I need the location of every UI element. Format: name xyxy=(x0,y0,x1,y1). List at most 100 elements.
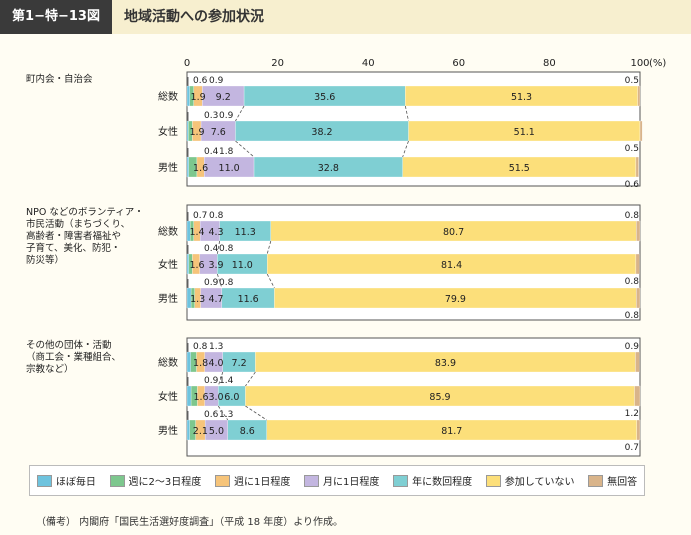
legend-label: 無回答 xyxy=(607,477,638,488)
data-label: 2.1 xyxy=(193,426,208,437)
category-label: 男性 xyxy=(158,424,178,437)
data-label: 0.6 xyxy=(625,180,640,190)
group-label: 市民活動（まちづくり、 xyxy=(26,218,130,230)
data-label: 32.8 xyxy=(318,163,339,174)
data-label: 81.7 xyxy=(441,426,462,437)
bar-segment xyxy=(186,85,190,107)
data-label: 1.2 xyxy=(625,409,639,419)
data-label: 4.3 xyxy=(208,227,223,238)
x-tick-label: 100 xyxy=(630,58,649,69)
data-label: 11.3 xyxy=(235,227,256,238)
legend-item: 月に1日程度 xyxy=(304,473,379,488)
data-label: 0.8 xyxy=(625,311,640,321)
data-label: 85.9 xyxy=(429,392,450,403)
data-label: 51.3 xyxy=(511,92,532,103)
data-label: 83.9 xyxy=(435,358,456,369)
legend-item: 週に2〜3日程度 xyxy=(109,473,201,488)
data-label: 0.4 xyxy=(204,244,219,254)
legend-swatch xyxy=(36,474,52,487)
legend-item: 無回答 xyxy=(588,473,637,488)
bar-segment xyxy=(186,120,189,142)
legend-swatch xyxy=(214,474,230,487)
data-label: 1.8 xyxy=(219,147,234,157)
connector-line xyxy=(216,273,223,289)
legend-item: ほぼ毎日 xyxy=(36,473,96,488)
data-label: 0.9 xyxy=(204,278,219,288)
bar-segment xyxy=(186,419,190,441)
connector-line xyxy=(266,273,275,289)
bar-segment xyxy=(637,85,641,107)
bar-segment xyxy=(635,253,640,275)
data-label: 79.9 xyxy=(445,294,466,305)
legend-item: 週に1日程度 xyxy=(214,473,291,488)
legend-item: 参加していない xyxy=(485,473,574,488)
bar-segment xyxy=(636,220,641,242)
connector-line xyxy=(402,140,409,158)
data-label: 8.6 xyxy=(240,426,255,437)
legend-swatch xyxy=(109,474,125,487)
x-tick-label: 20 xyxy=(271,58,284,69)
data-label: 3.0 xyxy=(208,392,223,403)
data-label: 0.6 xyxy=(193,76,208,86)
data-label: 0.9 xyxy=(209,76,224,86)
data-label: 9.2 xyxy=(216,92,231,103)
data-label: 0.8 xyxy=(219,244,234,254)
data-label: 51.1 xyxy=(514,127,535,138)
data-label: 0.8 xyxy=(193,342,208,352)
category-label: 女性 xyxy=(158,258,178,271)
bar-segment xyxy=(186,385,192,407)
group-label: 宗教など） xyxy=(26,363,74,375)
data-label: 6.0 xyxy=(224,392,239,403)
group-label: 子育て、美化、防犯・ xyxy=(26,242,121,254)
x-tick-label: 80 xyxy=(543,58,556,69)
x-tick-label: 0 xyxy=(184,58,190,69)
data-label: 51.5 xyxy=(509,163,530,174)
data-label: 0.8 xyxy=(219,278,234,288)
connector-line xyxy=(217,405,229,421)
title-bar: 第1−特−13図 地域活動への参加状況 xyxy=(0,0,691,34)
legend-swatch xyxy=(588,474,604,487)
category-label: 総数 xyxy=(158,225,178,238)
connector-line xyxy=(266,240,272,255)
connector-line xyxy=(217,371,224,387)
bar-segment xyxy=(636,419,641,441)
group-label: その他の団体・活動 xyxy=(26,339,112,351)
data-label: 5.0 xyxy=(209,426,224,437)
data-label: 4.7 xyxy=(208,294,223,305)
data-label: 1.3 xyxy=(209,342,223,352)
source-note: （備考） 内閣府「国民生活選好度調査」（平成 18 年度）より作成。 xyxy=(36,517,344,528)
legend-label: 年に数回程度 xyxy=(412,477,473,488)
group-label: 防災等） xyxy=(26,254,64,266)
legend-label: ほぼ毎日 xyxy=(55,477,96,488)
category-label: 女性 xyxy=(158,390,178,403)
category-label: 男性 xyxy=(158,161,178,174)
data-label: 0.8 xyxy=(625,211,640,221)
data-label: 0.4 xyxy=(204,147,219,157)
connector-line xyxy=(245,405,267,421)
bar-segment xyxy=(634,385,641,407)
data-label: 0.8 xyxy=(625,277,640,287)
figure-title: 地域活動への参加状況 xyxy=(124,9,264,25)
data-label: 0.8 xyxy=(209,211,224,221)
data-label: 11.6 xyxy=(238,294,259,305)
category-label: 女性 xyxy=(158,125,178,138)
data-label: 7.2 xyxy=(232,358,247,369)
connector-line xyxy=(404,105,409,122)
x-unit-label: (%) xyxy=(649,58,666,69)
bar-segment xyxy=(635,351,640,373)
data-label: 0.9 xyxy=(204,376,219,386)
group-label: 高齢者・障害者福祉や xyxy=(26,230,121,242)
data-label: 0.5 xyxy=(625,144,639,154)
legend-swatch xyxy=(485,474,501,487)
data-label: 0.6 xyxy=(204,410,219,420)
connector-line xyxy=(235,140,255,158)
data-label: 1.4 xyxy=(189,227,204,238)
data-label: 11.0 xyxy=(232,260,253,271)
category-label: 男性 xyxy=(158,292,178,305)
data-label: 1.3 xyxy=(190,294,205,305)
data-label: 3.9 xyxy=(208,260,223,271)
category-label: 総数 xyxy=(158,356,178,369)
legend-label: 週に1日程度 xyxy=(233,477,291,488)
bar-segment xyxy=(186,156,189,178)
